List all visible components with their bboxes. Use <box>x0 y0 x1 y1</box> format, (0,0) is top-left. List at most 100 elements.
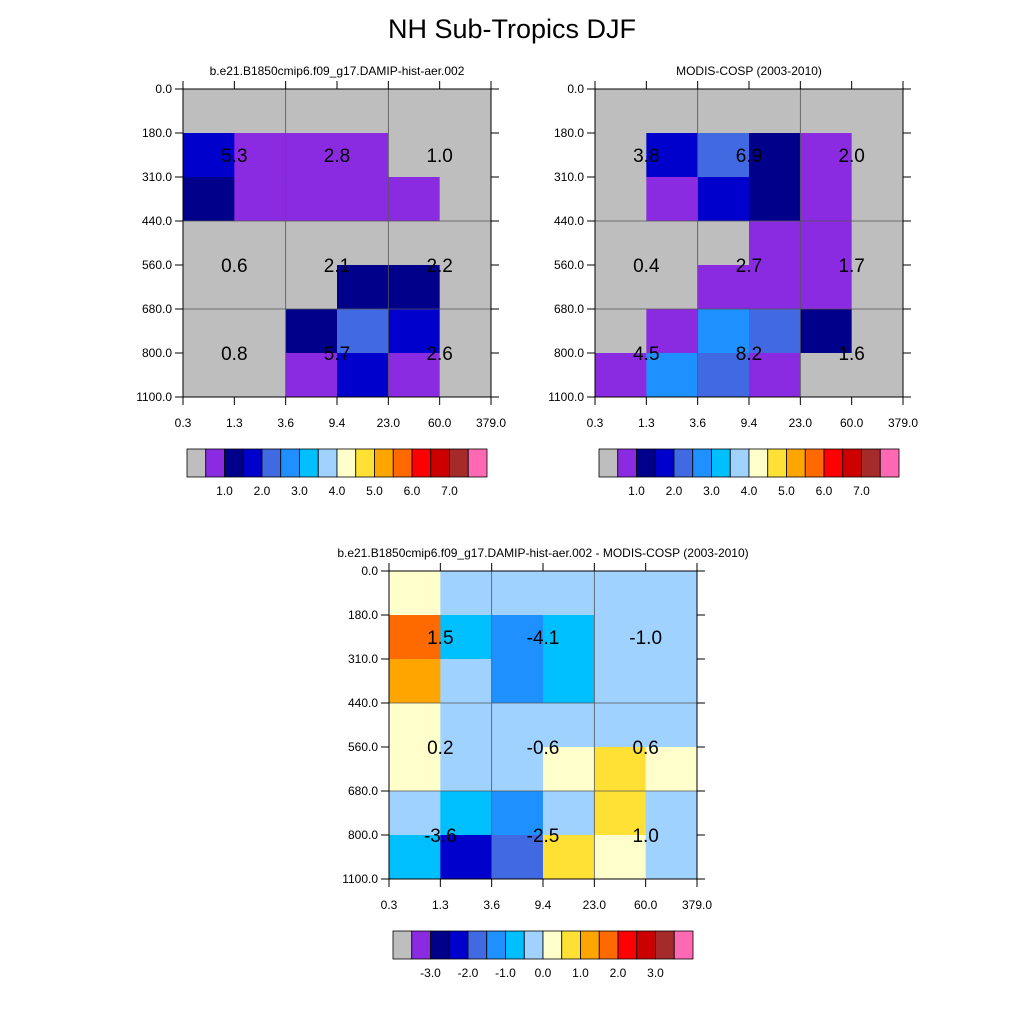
heatmap-cell <box>337 133 389 178</box>
colorbar-label: 0.0 <box>535 966 552 980</box>
heatmap-cell <box>543 658 595 704</box>
heatmap-cell <box>595 352 647 398</box>
heatmap-cell <box>440 791 493 836</box>
heatmap-cell <box>439 133 492 178</box>
heatmap-cell <box>595 176 647 222</box>
colorbar-swatch <box>617 448 637 478</box>
y-tick-label: 0.0 <box>155 82 172 96</box>
panel-2: MODIS-COSP (2003-2010) 0.0 180.0 310.0 440.0… <box>548 64 918 498</box>
heatmap-cell <box>749 176 801 222</box>
heatmap-cell <box>183 133 235 178</box>
heatmap-cell <box>440 658 493 704</box>
heatmap-cell <box>645 791 698 836</box>
colorbar-label: -1.0 <box>495 966 516 980</box>
colorbar-label: 3.0 <box>647 966 664 980</box>
heatmap-cell <box>595 221 647 266</box>
heatmap-cell <box>594 746 647 792</box>
heatmap-cell <box>749 89 801 134</box>
colorbar-swatch <box>561 930 581 960</box>
heatmap-cell <box>800 176 853 222</box>
heatmap-cell <box>234 89 287 134</box>
heatmap-cell <box>440 746 493 792</box>
heatmap-cell <box>285 309 338 354</box>
heatmap-cell <box>646 309 699 354</box>
heatmap-cell <box>183 352 235 398</box>
heatmap-cell <box>440 834 493 880</box>
heatmap-cell <box>234 176 287 222</box>
colorbar-label: 3.0 <box>703 484 720 498</box>
y-tick-label: 180.0 <box>554 126 584 140</box>
panel-3: b.e21.B1850cmip6.f09_g17.DAMIP-hist-aer.… <box>337 546 748 980</box>
x-tick-label: 9.4 <box>741 416 758 430</box>
heatmap-cell <box>388 264 441 310</box>
heatmap-cell <box>389 703 441 748</box>
heatmap-cell <box>749 264 801 310</box>
panel-title: MODIS-COSP (2003-2010) <box>676 64 822 78</box>
x-tick-label: 1.3 <box>432 898 449 912</box>
colorbar-label: 7.0 <box>441 484 458 498</box>
heatmap-cell <box>491 615 544 660</box>
heatmap-cell <box>594 703 647 748</box>
colorbar-label: -2.0 <box>458 966 479 980</box>
heatmap-cell <box>285 176 338 222</box>
colorbar-swatch <box>823 448 844 478</box>
heatmap-cell <box>595 133 647 178</box>
cell-value-label: 1.0 <box>632 826 658 847</box>
x-tick-label: 60.0 <box>840 416 864 430</box>
y-tick-label: 180.0 <box>348 608 378 622</box>
y-tick-label: 1100.0 <box>342 872 378 886</box>
colorbar-swatch <box>336 448 357 478</box>
heatmap-cell <box>491 746 544 792</box>
heatmap-cell <box>543 834 595 880</box>
heatmap-cell <box>439 264 492 310</box>
colorbar-label: 5.0 <box>366 484 383 498</box>
colorbar-swatch <box>299 448 319 478</box>
cell-value-label: 8.2 <box>736 344 762 365</box>
cell-value-label: -4.1 <box>527 628 560 649</box>
colorbar-swatch <box>449 448 469 478</box>
heatmap-cell <box>234 352 287 398</box>
heatmap-cell <box>337 221 389 266</box>
heatmap-cell <box>388 221 441 266</box>
x-tick-label: 379.0 <box>682 898 712 912</box>
colorbar-swatch <box>879 448 900 478</box>
x-tick-label: 3.6 <box>689 416 706 430</box>
x-tick-label: 1.3 <box>226 416 243 430</box>
y-tick-label: 1100.0 <box>136 390 172 404</box>
colorbar-swatch <box>523 930 544 960</box>
colorbar-label: 7.0 <box>853 484 870 498</box>
colorbar-swatch <box>467 930 488 960</box>
heatmap-cell <box>285 89 338 134</box>
colorbar-swatch <box>580 930 600 960</box>
heatmap-cell <box>543 746 595 792</box>
colorbar-label: 2.0 <box>666 484 683 498</box>
colorbar-swatch <box>636 930 656 960</box>
heatmap-cell <box>800 264 853 310</box>
heatmap-cell <box>697 264 750 310</box>
colorbar-swatch <box>355 448 375 478</box>
heatmap-cell <box>800 89 853 134</box>
panel-1: b.e21.B1850cmip6.f09_g17.DAMIP-hist-aer.… <box>136 64 506 498</box>
heatmap-cell <box>595 89 647 134</box>
heatmap-cell <box>491 791 544 836</box>
y-tick-label: 310.0 <box>142 170 172 184</box>
heatmap-cell <box>697 89 750 134</box>
heatmap-cell <box>389 791 441 836</box>
colorbar-label: 1.0 <box>572 966 589 980</box>
x-tick-label: 23.0 <box>377 416 401 430</box>
cell-value-label: 5.7 <box>324 344 350 365</box>
heatmap-cell <box>388 89 441 134</box>
y-tick-label: 1100.0 <box>548 390 584 404</box>
heatmap-cell <box>439 89 492 134</box>
panel-title: b.e21.B1850cmip6.f09_g17.DAMIP-hist-aer.… <box>210 64 465 78</box>
colorbar-swatch <box>767 448 787 478</box>
y-tick-label: 440.0 <box>142 214 172 228</box>
heatmap-cell <box>851 264 904 310</box>
colorbar-swatch <box>467 448 488 478</box>
cell-value-label: -3.6 <box>424 826 457 847</box>
x-tick-label: 23.0 <box>789 416 813 430</box>
heatmap-cell <box>543 571 595 616</box>
heatmap-cell <box>594 834 647 880</box>
heatmap-cell <box>697 176 750 222</box>
heatmap-cell <box>800 221 853 266</box>
